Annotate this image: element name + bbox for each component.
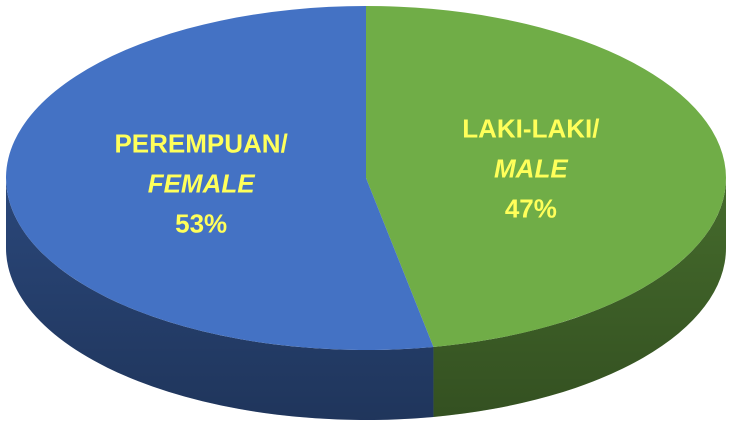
slice-value-label: 47% [505, 193, 557, 223]
slice [5, 6, 434, 351]
slice-sublabel: MALE [494, 153, 568, 183]
slice [366, 6, 726, 347]
slice-side-shade [433, 178, 726, 417]
slice-value-label: 53% [175, 208, 227, 238]
slice-label: LAKI-LAKI/ [462, 113, 599, 143]
slice-label: PEREMPUAN/ [114, 128, 287, 158]
slice-side-shade [6, 178, 434, 420]
slice-sublabel: FEMALE [148, 168, 256, 198]
